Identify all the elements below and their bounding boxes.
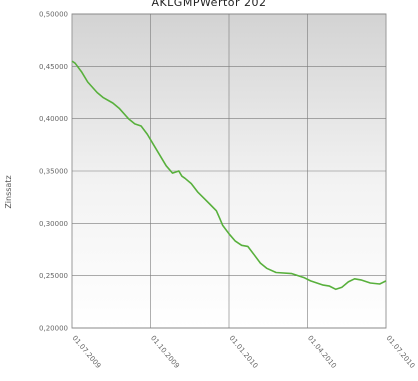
y-tick-label: 0,20000 xyxy=(39,325,68,333)
x-tick-label: 01.04.2010 xyxy=(306,334,338,370)
y-tick-label: 0,45000 xyxy=(39,63,68,71)
y-tick-label: 0,50000 xyxy=(39,11,68,19)
chart-title: AKLGMPWertor 202 xyxy=(151,0,267,9)
series-line xyxy=(71,60,387,291)
y-tick-label: 0,35000 xyxy=(39,168,68,176)
x-tick-label: 01.01.2010 xyxy=(227,334,259,370)
y-axis-title: Zinssatz xyxy=(4,175,13,208)
y-tick-label: 0,25000 xyxy=(39,272,68,280)
x-tick-label: 01.07.2010 xyxy=(384,334,416,370)
x-tick-label: 01.07.2009 xyxy=(70,334,102,370)
y-tick-label: 0,30000 xyxy=(39,220,68,228)
x-tick-label: 01.10.2009 xyxy=(149,334,181,370)
y-tick-label: 0,40000 xyxy=(39,115,68,123)
